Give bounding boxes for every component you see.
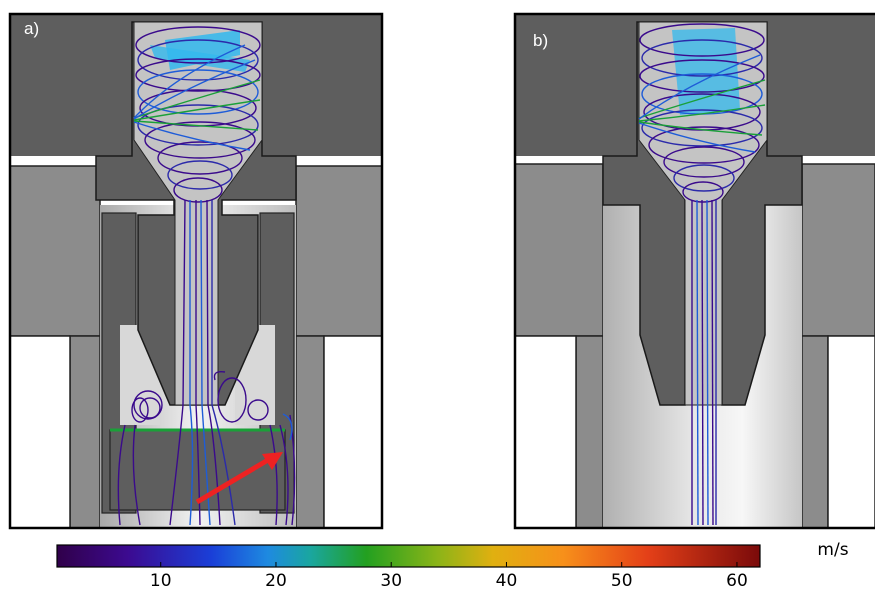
panel-b — [515, 14, 875, 528]
red-arrow-annotation — [195, 452, 283, 505]
colorbar-tick-label: 50 — [611, 571, 633, 589]
streamlines-a — [117, 26, 296, 526]
colorbar-unit-label: m/s — [817, 540, 848, 560]
colorbar-tick-label: 30 — [380, 571, 402, 589]
streamlines-b — [638, 23, 766, 526]
housing-mid-left — [10, 165, 101, 337]
colorbar-tick-label: 20 — [265, 571, 287, 589]
colorbar-tick-label: 40 — [496, 571, 518, 589]
colorbar: 10 20 30 40 50 60 m/s — [56, 540, 849, 589]
panel-a-label: a) — [24, 19, 39, 38]
panel-b-label: b) — [533, 31, 548, 50]
panel-a-frame — [8, 12, 384, 530]
colorbar-gradient — [56, 544, 761, 568]
housing-mid-right — [295, 165, 382, 337]
panel-b-frame — [513, 12, 875, 530]
colorbar-ticks: 10 20 30 40 50 60 — [150, 562, 748, 589]
colorbar-tick-label: 10 — [150, 571, 172, 589]
colorbar-tick-label: 60 — [726, 571, 748, 589]
panel-a — [10, 14, 382, 528]
jet-core-b — [672, 28, 740, 115]
